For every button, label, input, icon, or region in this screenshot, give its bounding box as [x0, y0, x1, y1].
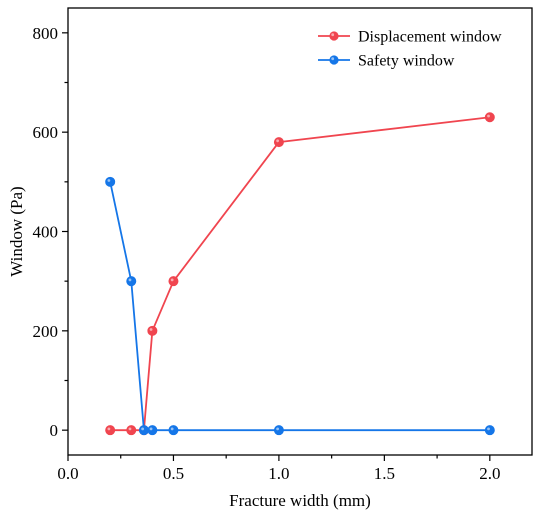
data-point-highlight — [487, 114, 490, 118]
data-point — [484, 112, 495, 123]
data-point — [147, 325, 158, 336]
legend-item-1: Safety window — [318, 53, 455, 70]
data-point — [273, 425, 284, 436]
axes-layer: 0.0 0.5 1.0 1.5 2.0 0 200 400 600 800 — [33, 24, 501, 483]
y-tick-label: 400 — [33, 223, 59, 242]
data-point-highlight — [128, 427, 132, 431]
x-axis-title: Fracture width (mm) — [229, 491, 371, 510]
x-tick-label: 0.5 — [163, 464, 184, 483]
data-point — [105, 176, 116, 187]
data-point-highlight — [128, 278, 132, 282]
legend-marker-highlight — [331, 57, 335, 61]
data-point-highlight — [149, 427, 153, 431]
data-point — [168, 425, 179, 436]
data-point — [484, 425, 495, 436]
data-point-highlight — [107, 427, 111, 431]
x-tick-label: 0.0 — [57, 464, 78, 483]
data-point-highlight — [276, 427, 280, 431]
x-tick-label: 1.0 — [268, 464, 289, 483]
data-point-highlight — [107, 179, 111, 182]
legend-marker-highlight — [331, 33, 335, 37]
data-point — [105, 425, 116, 436]
series-layer — [105, 112, 495, 436]
legend-marker — [329, 55, 339, 65]
data-point-highlight — [141, 427, 145, 431]
data-point-highlight — [149, 328, 153, 331]
y-tick-label: 800 — [33, 24, 59, 43]
x-tick-label: 2.0 — [479, 464, 500, 483]
series-1 — [105, 176, 495, 436]
data-point — [147, 425, 158, 436]
data-point — [138, 425, 149, 436]
data-point — [273, 137, 284, 148]
data-point — [168, 276, 179, 287]
data-point-highlight — [170, 427, 174, 431]
legend-item-0: Displacement window — [318, 29, 502, 46]
data-point — [126, 276, 137, 287]
legend: Displacement window Safety window — [318, 29, 502, 70]
data-point — [126, 425, 137, 436]
legend-label: Displacement window — [358, 29, 502, 46]
x-tick-label: 1.5 — [374, 464, 395, 483]
data-point-highlight — [170, 278, 174, 282]
legend-marker — [329, 31, 339, 41]
y-tick-label: 200 — [33, 322, 59, 341]
y-tick-label: 600 — [33, 123, 59, 142]
legend-label: Safety window — [358, 53, 455, 70]
y-tick-label: 0 — [50, 421, 59, 440]
y-axis-title: Window (Pa) — [7, 186, 26, 276]
data-point-highlight — [276, 139, 280, 143]
data-point-highlight — [487, 427, 490, 431]
